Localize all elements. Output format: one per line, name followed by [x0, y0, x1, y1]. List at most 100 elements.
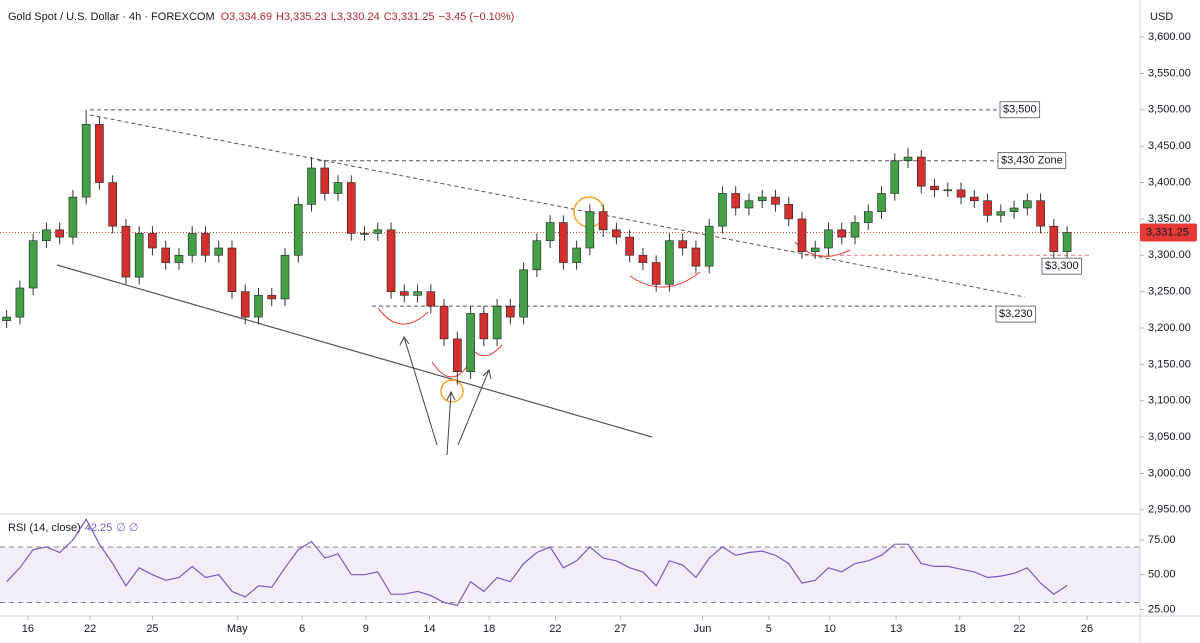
candle-body [651, 262, 661, 285]
candle-body [1023, 200, 1032, 209]
candle-body [890, 160, 900, 194]
y-tick-label: 3,550.00 [1148, 67, 1191, 79]
candle-body [903, 156, 913, 162]
level-label-text: $3,430 Zone [1001, 155, 1063, 167]
last-price-label: 3,331.25 [1146, 226, 1189, 238]
x-tick-label: 18 [483, 623, 495, 635]
y-tick-label: 3,250.00 [1148, 286, 1191, 298]
rsi-title: RSI (14, close) [8, 522, 81, 534]
candle-body [492, 305, 502, 340]
y-tick-label: 3,300.00 [1148, 249, 1191, 261]
y-tick-label: 3,600.00 [1148, 31, 1191, 43]
candle-body [983, 200, 992, 216]
level-label: $3,430 Zone [997, 152, 1067, 170]
candle-body [970, 196, 979, 202]
candle-body [665, 240, 674, 285]
candle-body [691, 247, 701, 267]
candle-body [704, 225, 714, 267]
candle-body [863, 211, 873, 223]
candle-body [824, 229, 833, 249]
candle-body [214, 247, 224, 256]
candle-body [439, 305, 449, 340]
label-box [995, 305, 1037, 323]
x-tick-label: 6 [299, 623, 305, 635]
candle-body [108, 182, 117, 227]
candle-body [68, 196, 78, 238]
arc [629, 271, 701, 288]
candle-body [1009, 207, 1019, 212]
candle-body [400, 291, 409, 296]
candle-body [413, 291, 422, 296]
level-label: $3,230 [995, 305, 1037, 323]
y-tick-label: 3,500.00 [1148, 104, 1191, 116]
candle-body [254, 294, 263, 318]
candle-body [267, 294, 277, 300]
level-label-text: $3,230 [999, 308, 1033, 320]
x-tick-label: 22 [84, 623, 96, 635]
x-tick-label: 22 [1013, 623, 1025, 635]
title: Gold Spot / U.S. Dollar · 4h · FOREXCOM [8, 11, 215, 23]
candle-body [240, 291, 250, 318]
candle-body [333, 182, 343, 194]
rsi-band [0, 546, 1140, 603]
rsi-extra: ∅ ∅ [116, 522, 138, 534]
candle-body [15, 287, 25, 318]
candle-body [307, 167, 316, 205]
candle-body [320, 167, 330, 194]
y-tick-label: 3,200.00 [1148, 322, 1191, 334]
y-tick-label: 2,950.00 [1148, 504, 1191, 516]
label-box [997, 152, 1067, 170]
x-tick-label: 27 [614, 623, 626, 635]
candle-body [837, 229, 847, 238]
y-tick-label: 75.00 [1148, 534, 1176, 546]
candle-body [545, 222, 555, 242]
candle-body [797, 218, 807, 252]
arrows [399, 336, 492, 456]
candle-body [678, 240, 687, 249]
candle-body [638, 254, 648, 263]
candle-body [55, 229, 64, 238]
rsi-header: RSI (14, close) 42.25 ∅ ∅ [8, 522, 139, 534]
candle-body [572, 247, 581, 263]
candle-body [943, 189, 953, 192]
ohlc: O3,334.69 [221, 11, 272, 23]
candle-body [1036, 200, 1045, 227]
label-box [1041, 257, 1083, 275]
y-tick-label: 3,100.00 [1148, 395, 1191, 407]
candle-body [426, 291, 436, 307]
candle-body [625, 236, 634, 256]
x-tick-label: 10 [824, 623, 836, 635]
y-tick-label: 3,050.00 [1148, 431, 1191, 443]
label-box [999, 101, 1041, 119]
level-label-text: $3,500 [1003, 104, 1037, 116]
level-label: $3,300 [1041, 257, 1083, 275]
ohlc: −3.45 (−0.10%) [438, 11, 514, 23]
candle-body [784, 204, 794, 220]
candle-body [1062, 232, 1072, 252]
x-tick-label: 16 [22, 623, 34, 635]
ohlc: H3,335.23 [276, 11, 327, 23]
x-tick-label: 22 [549, 623, 561, 635]
candle-body [718, 193, 727, 227]
candle-body [930, 185, 939, 191]
candle-body [174, 254, 184, 263]
circle [440, 379, 464, 403]
candle-body [996, 211, 1006, 216]
arc [377, 307, 429, 325]
candle-body [1049, 225, 1059, 252]
candle-body [227, 247, 237, 292]
y-tick-label: 3,150.00 [1148, 358, 1191, 370]
trendline [56, 264, 653, 438]
ohlc: L3,330.24 [331, 11, 380, 23]
candle-body [850, 222, 860, 238]
x-tick-label: 18 [954, 623, 966, 635]
candle-body [731, 193, 740, 209]
level-label: $3,500 [999, 101, 1041, 119]
candle-body [81, 124, 91, 198]
candle-body [559, 222, 568, 263]
currency: USD [1150, 11, 1173, 23]
candle-body [148, 233, 157, 249]
x-tick-label: May [227, 623, 248, 635]
x-tick-label: 26 [1081, 623, 1093, 635]
